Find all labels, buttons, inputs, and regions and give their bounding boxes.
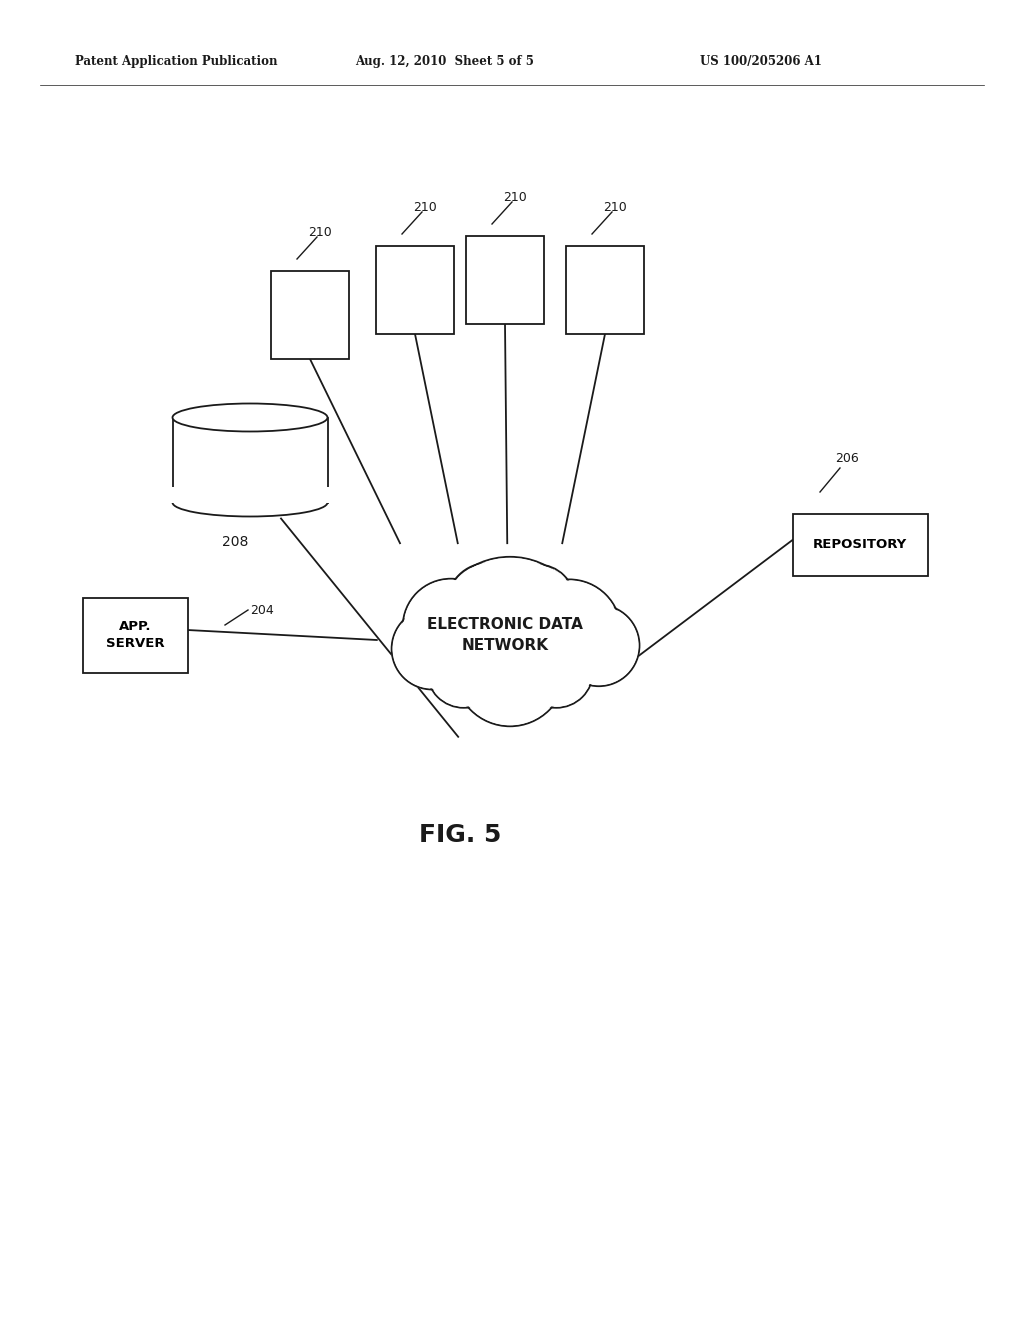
Text: 208: 208 [222,535,248,549]
FancyBboxPatch shape [376,246,454,334]
Text: 204: 204 [250,603,273,616]
Text: 210: 210 [308,226,332,239]
Circle shape [517,579,621,682]
FancyBboxPatch shape [566,246,644,334]
Text: 206: 206 [835,451,859,465]
Text: 210: 210 [603,201,627,214]
Circle shape [432,557,588,713]
Text: 210: 210 [413,201,437,214]
Circle shape [519,634,593,708]
Circle shape [429,636,499,706]
Circle shape [501,565,574,639]
Circle shape [404,581,497,673]
Text: APP.
SERVER: APP. SERVER [105,620,164,649]
Text: REPOSITORY: REPOSITORY [813,539,907,552]
FancyBboxPatch shape [793,513,928,576]
Ellipse shape [172,488,328,516]
Circle shape [402,578,499,675]
Circle shape [558,605,640,686]
Circle shape [434,558,586,710]
Circle shape [455,615,565,726]
Text: ELECTRONIC DATA
NETWORK: ELECTRONIC DATA NETWORK [427,616,583,653]
FancyBboxPatch shape [271,271,349,359]
Text: Patent Application Publication: Patent Application Publication [75,55,278,69]
FancyBboxPatch shape [83,598,187,672]
Circle shape [560,607,638,684]
FancyBboxPatch shape [466,236,544,323]
Circle shape [503,566,572,636]
Circle shape [447,564,528,644]
Circle shape [427,634,501,708]
Circle shape [449,565,526,643]
Circle shape [391,609,473,689]
Text: 210: 210 [503,191,527,205]
Circle shape [457,618,563,725]
Circle shape [393,610,471,688]
Text: US 100/205206 A1: US 100/205206 A1 [700,55,822,69]
Text: FIG. 5: FIG. 5 [419,822,501,847]
Text: Aug. 12, 2010  Sheet 5 of 5: Aug. 12, 2010 Sheet 5 of 5 [355,55,534,69]
Circle shape [521,636,592,706]
Ellipse shape [172,404,328,432]
FancyBboxPatch shape [171,487,330,503]
FancyBboxPatch shape [172,417,328,503]
Circle shape [519,581,620,681]
